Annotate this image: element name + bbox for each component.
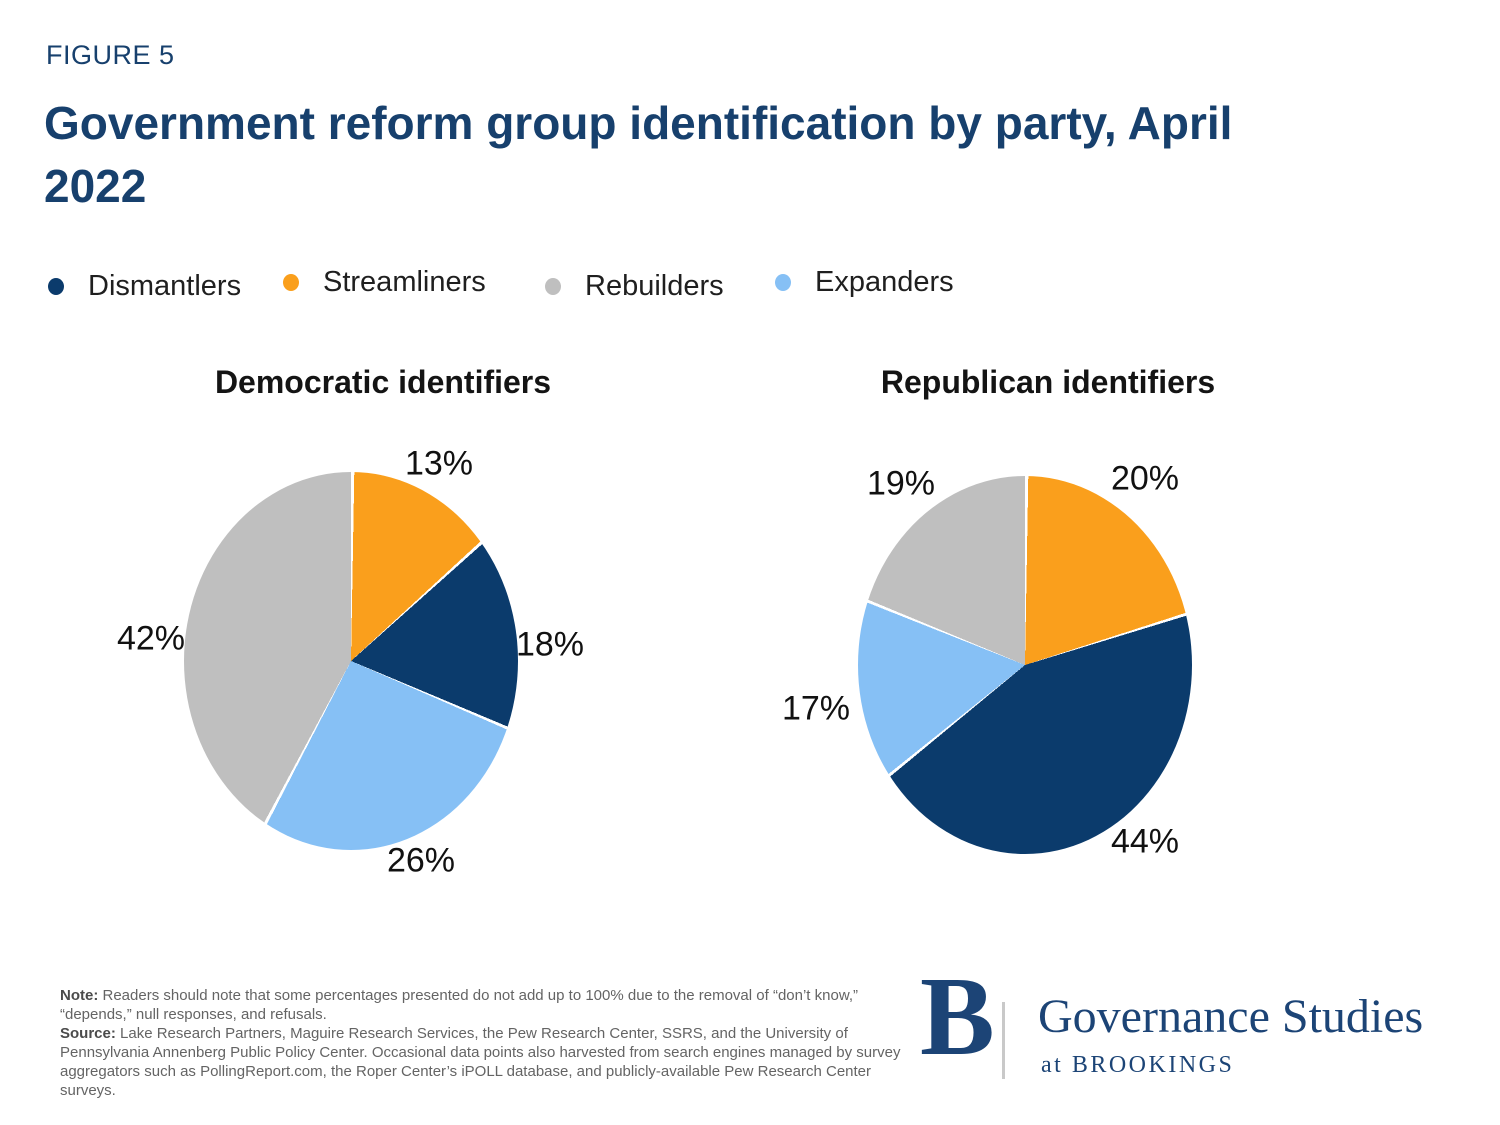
pie-republican [858, 476, 1192, 854]
rebuilders-dot-icon [545, 277, 561, 295]
logo-name: Governance Studies [1038, 990, 1424, 1043]
pie-label-rep-streamliners: 20% [1110, 459, 1180, 498]
pie-label-rep-rebuilders: 19% [866, 464, 936, 503]
legend: Dismantlers Streamliners Rebuilders Expa… [0, 266, 1500, 308]
note-text: Readers should note that some percentage… [60, 987, 858, 1024]
streamliners-dot-icon [283, 273, 299, 291]
legend-item-dismantlers: Dismantlers [48, 268, 241, 304]
note-line: Note: Readers should note that some perc… [60, 986, 910, 1024]
brookings-b-logo-icon: B [920, 955, 995, 1079]
legend-item-rebuilders: Rebuilders [545, 268, 724, 304]
source-line: Source: Lake Research Partners, Maguire … [60, 1024, 910, 1100]
pie-label-dem-rebuilders: 42% [116, 619, 186, 658]
chart-title-democratic: Democratic identifiers [214, 364, 552, 400]
pie-democratic [184, 472, 518, 850]
legend-item-streamliners: Streamliners [283, 264, 486, 300]
legend-label: Streamliners [323, 265, 486, 298]
note-label: Note: [60, 987, 99, 1004]
figure-label: FIGURE 5 [46, 40, 175, 70]
pie-label-dem-dismantlers: 18% [515, 625, 585, 664]
legend-item-expanders: Expanders [775, 264, 954, 300]
pie-label-dem-streamliners: 13% [404, 444, 474, 483]
page-title: Government reform group identification b… [44, 97, 1233, 212]
source-text: Lake Research Partners, Maguire Research… [60, 1025, 901, 1100]
chart-title-republican: Republican identifiers [880, 364, 1216, 400]
expanders-dot-icon [775, 273, 791, 291]
legend-label: Dismantlers [88, 269, 242, 302]
logo-tagline: at BROOKINGS [1041, 1052, 1235, 1078]
pie-label-dem-expanders: 26% [386, 841, 456, 880]
pie-label-rep-dismantlers: 44% [1110, 822, 1180, 861]
legend-label: Rebuilders [585, 269, 724, 302]
dismantlers-dot-icon [48, 277, 64, 295]
logo-divider [1002, 1002, 1005, 1079]
pie-label-rep-expanders: 17% [781, 689, 851, 728]
brookings-logo: B Governance Studies at BROOKINGS [920, 961, 1460, 1095]
legend-label: Expanders [815, 265, 954, 298]
note-block: Note: Readers should note that some perc… [60, 986, 910, 1100]
source-label: Source: [60, 1025, 116, 1043]
